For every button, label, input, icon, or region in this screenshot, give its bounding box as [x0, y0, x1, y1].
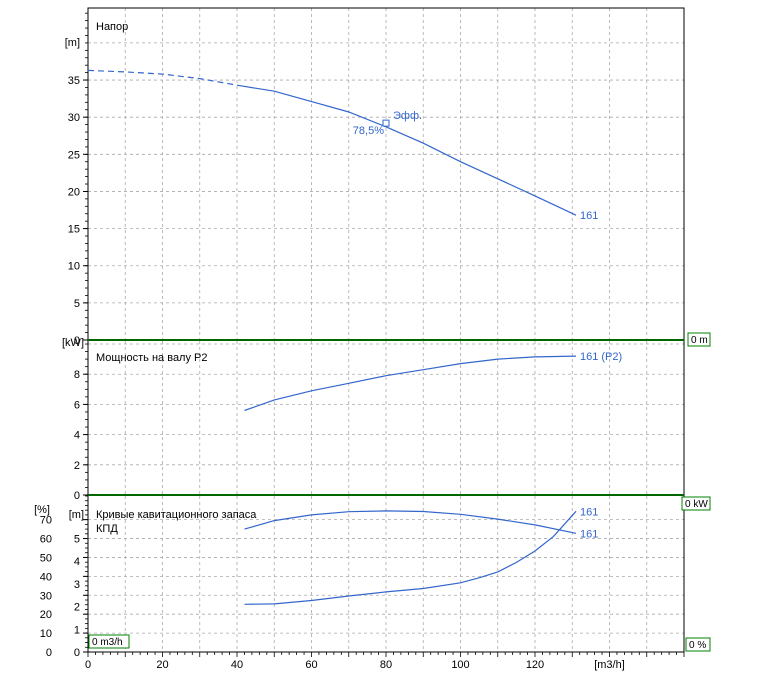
x-tick-label: 100	[451, 659, 469, 671]
x-axis-label: [m3/h]	[594, 659, 625, 671]
efficiency-curve-label: 161	[580, 528, 598, 540]
y-tick-label: 10	[68, 261, 80, 273]
y-tick-label-m: 4	[74, 556, 80, 568]
y-axis-label-npsh: [m]	[69, 509, 84, 521]
y-tick-label: 25	[68, 149, 80, 161]
flow-zero-box: 0 m3/h	[92, 637, 123, 648]
y-tick-label: 15	[68, 224, 80, 236]
power-zero-box: 0 kW	[685, 499, 708, 510]
head-curve	[236, 84, 577, 216]
y-tick-label: 4	[74, 430, 80, 442]
annotation-eff: Эфф.	[393, 110, 422, 122]
efficiency-curve	[244, 510, 577, 534]
power-curve	[244, 355, 577, 412]
y-axis-label-head: [m]	[65, 37, 80, 49]
y-tick-label-pct: 40	[40, 571, 52, 583]
curves	[87, 69, 577, 605]
head-curve-label: 161	[580, 210, 598, 222]
panel-title-npsh: Кривые кавитационного запаса	[96, 509, 257, 521]
y-tick-label-m: 1	[74, 624, 80, 636]
head-curve-dashed	[87, 69, 238, 86]
y-tick-label-pct: 10	[40, 628, 52, 640]
best-efficiency-marker	[382, 119, 390, 127]
panel-title-power: Мощность на валу P2	[96, 352, 208, 364]
y-tick-label-pct: 20	[40, 609, 52, 621]
y-tick-label: 30	[68, 112, 80, 124]
x-tick-label: 120	[526, 659, 544, 671]
y-tick-label: 35	[68, 75, 80, 87]
y-tick-label: 2	[74, 460, 80, 472]
y-tick-label-pct: 30	[40, 590, 52, 602]
y-tick-label-pct: 60	[40, 534, 52, 546]
x-tick-label: 40	[231, 659, 243, 671]
y-tick-label-m: 0	[74, 647, 80, 659]
y-tick-label: 0	[74, 490, 80, 502]
y-axis-label-pct: [%]	[34, 504, 50, 516]
panel-title-head: Напор	[96, 21, 128, 33]
y-tick-label: 6	[74, 399, 80, 411]
panel-title-efficiency: КПД	[96, 523, 118, 535]
y-axis-label-power: [kW]	[62, 337, 84, 349]
x-tick-label: 60	[305, 659, 317, 671]
y-tick-label: 0	[74, 335, 80, 347]
x-tick-label: 20	[156, 659, 168, 671]
x-tick-label: 0	[85, 659, 91, 671]
labels: [m] [kW] [%] [m] Напор Мощность на валу P2 Кри…	[34, 21, 711, 652]
head-zero-box-frame	[687, 332, 711, 347]
y-tick-label: 5	[74, 298, 80, 310]
y-tick-label: 20	[68, 186, 80, 198]
y-tick-label-pct: 0	[46, 647, 52, 659]
y-tick-label-pct: 70	[40, 515, 52, 527]
head-zero-box: 0 m	[691, 335, 708, 346]
y-tick-label-m: 2	[74, 602, 80, 614]
y-tick-label: 8	[74, 369, 80, 381]
y-tick-label-pct: 50	[40, 552, 52, 564]
power-zero-box-frame	[681, 496, 711, 511]
annotation-eff-value: 78,5%	[353, 125, 384, 137]
efficiency-zero-box-frame	[685, 637, 711, 652]
npsh-curve-label: 161	[580, 506, 598, 518]
grid-lines	[88, 8, 684, 652]
axis-ticks: 0510152025303502468010203040506070012345…	[40, 12, 685, 671]
flow-zero-box-frame	[88, 634, 130, 649]
y-tick-label-m: 3	[74, 579, 80, 591]
power-curve-label: 161 (P2)	[580, 351, 622, 363]
x-tick-label: 80	[380, 659, 392, 671]
npsh-curve	[244, 510, 577, 605]
efficiency-zero-box: 0 %	[689, 640, 706, 651]
y-tick-label-m: 5	[74, 534, 80, 546]
